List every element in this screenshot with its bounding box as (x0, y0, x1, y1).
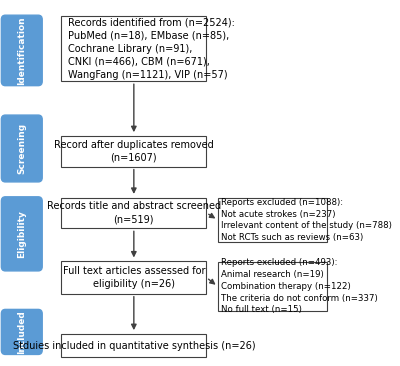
FancyBboxPatch shape (61, 261, 206, 294)
Text: Record after duplicates removed
(n=1607): Record after duplicates removed (n=1607) (54, 139, 214, 163)
FancyBboxPatch shape (1, 309, 42, 354)
FancyBboxPatch shape (61, 136, 206, 167)
Text: Reports excluded (n=1088):
Not acute strokes (n=237)
Irrelevant content of the s: Reports excluded (n=1088): Not acute str… (221, 198, 392, 242)
Text: Stduies included in quantitative synthesis (n=26): Stduies included in quantitative synthes… (12, 340, 255, 351)
FancyBboxPatch shape (1, 197, 42, 271)
Text: Identification: Identification (17, 16, 26, 85)
Text: Reports excluded (n=493):
Animal research (n=19)
Combination therapy (n=122)
The: Reports excluded (n=493): Animal researc… (221, 258, 378, 314)
Text: Records identified from (n=2524):
PubMed (n=18), EMbase (n=85),
Cochrane Library: Records identified from (n=2524): PubMed… (68, 17, 235, 80)
Text: Eligibility: Eligibility (17, 210, 26, 258)
FancyBboxPatch shape (61, 198, 206, 228)
FancyBboxPatch shape (218, 198, 327, 242)
Text: Included: Included (17, 310, 26, 354)
Text: Screening: Screening (17, 123, 26, 174)
FancyBboxPatch shape (61, 16, 206, 81)
FancyBboxPatch shape (1, 15, 42, 86)
Text: Full text articles assessed for
eligibility (n=26): Full text articles assessed for eligibil… (62, 266, 205, 289)
Text: Records title and abstract screened
(n=519): Records title and abstract screened (n=5… (47, 201, 221, 225)
FancyBboxPatch shape (61, 334, 206, 357)
FancyBboxPatch shape (1, 115, 42, 182)
FancyBboxPatch shape (218, 262, 327, 311)
